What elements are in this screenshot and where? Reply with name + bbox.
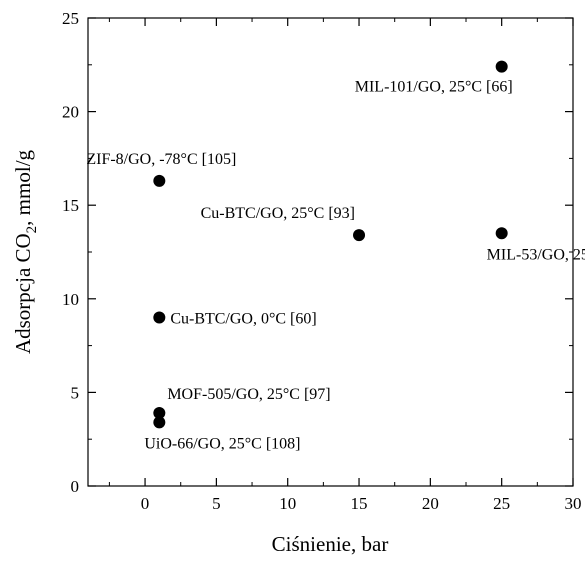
- point-labels: MIL-101/GO, 25°C [66] ZIF-8/GO, -78°C [10…: [86, 79, 585, 453]
- data-point: [495, 60, 508, 73]
- axis-ticks: [88, 17, 574, 487]
- data-point: [153, 311, 166, 324]
- y-tick-label: 10: [62, 290, 79, 309]
- y-axis-title-subscript: 2: [24, 226, 40, 234]
- y-tick-label: 25: [62, 9, 79, 28]
- x-tick-label: 15: [351, 494, 368, 513]
- point-label: UiO-66/GO, 25°C [108]: [144, 435, 300, 452]
- data-point: [153, 406, 166, 419]
- data-point: [153, 174, 166, 187]
- point-label: MOF-505/GO, 25°C [97]: [167, 386, 330, 403]
- y-axis-title-prefix: Adsorpcja CO: [11, 233, 35, 354]
- x-tick-label: 30: [565, 494, 582, 513]
- tick-labels: 0 5 10 15 20 25 30 0 5 10 15 20 25: [62, 9, 582, 513]
- point-label: Cu-BTC/GO, 25°C [93]: [201, 205, 355, 222]
- x-tick-label: 25: [493, 494, 510, 513]
- y-tick-label: 20: [62, 103, 79, 122]
- point-label: Cu-BTC/GO, 0°C [60]: [170, 311, 316, 328]
- data-point: [353, 229, 366, 242]
- data-point: [153, 416, 166, 429]
- y-axis-title-suffix: , mmol/g: [11, 149, 35, 225]
- point-label: MIL-53/GO, 25°C [104]: [487, 246, 585, 263]
- x-tick-label: 10: [279, 494, 296, 513]
- y-tick-label: 15: [62, 196, 79, 215]
- x-tick-label: 5: [212, 494, 221, 513]
- point-label: MIL-101/GO, 25°C [66]: [355, 79, 513, 96]
- point-label: ZIF-8/GO, -78°C [105]: [86, 151, 236, 168]
- x-axis-title: Ciśnienie, bar: [272, 532, 389, 556]
- y-axis-title: Adsorpcja CO2, mmol/g: [11, 149, 40, 354]
- data-points: [153, 60, 508, 429]
- x-tick-label: 0: [141, 494, 150, 513]
- data-point: [495, 227, 508, 240]
- y-tick-label: 0: [71, 477, 80, 496]
- x-tick-label: 20: [422, 494, 439, 513]
- y-tick-label: 5: [71, 383, 80, 402]
